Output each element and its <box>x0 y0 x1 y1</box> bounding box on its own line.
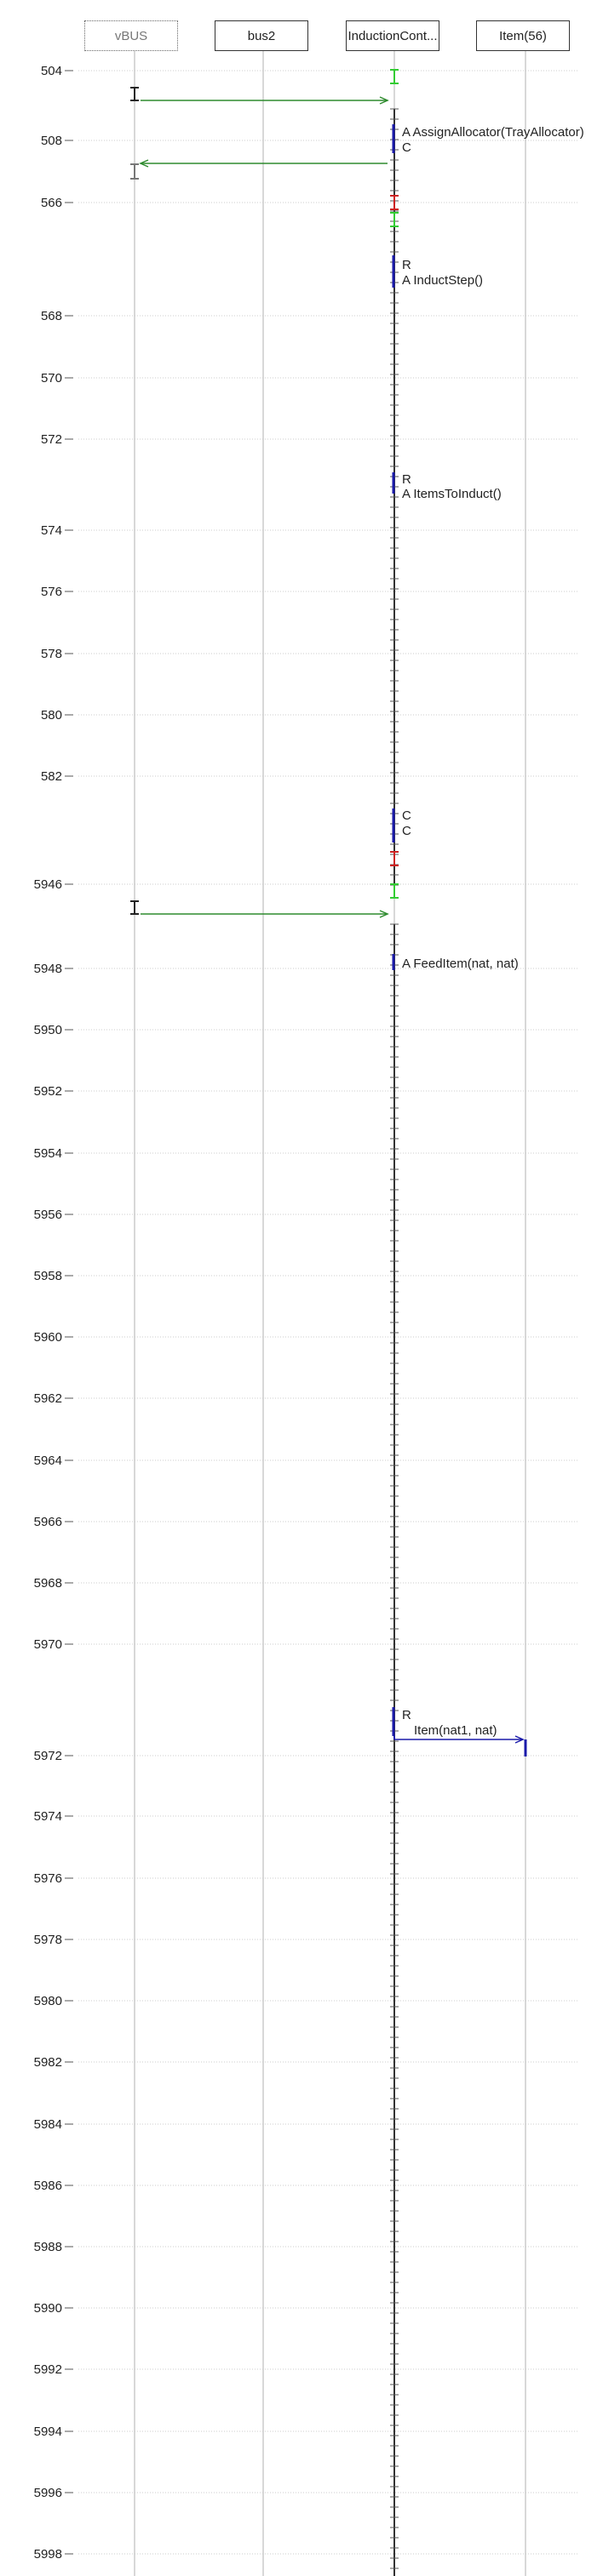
lifeline-header-bus2[interactable]: bus2 <box>215 20 308 51</box>
message-label: Item(nat1, nat) <box>414 1723 497 1738</box>
time-tick-label: 5974 <box>34 1809 62 1824</box>
lifeline-header-induction-controller[interactable]: InductionCont... <box>346 20 439 51</box>
time-tick-label: 5952 <box>34 1084 62 1099</box>
time-tick-label: 5946 <box>34 877 62 892</box>
time-tick-label: 5986 <box>34 2179 62 2193</box>
time-tick-label: 582 <box>41 769 62 784</box>
lifeline-header-item-56[interactable]: Item(56) <box>476 20 570 51</box>
time-tick-label: 5976 <box>34 1871 62 1886</box>
time-tick-label: 5998 <box>34 2547 62 2562</box>
time-tick-label: 5958 <box>34 1269 62 1283</box>
message-label: C <box>402 808 411 823</box>
time-tick-label: 5954 <box>34 1146 62 1161</box>
message-label: A InductStep() <box>402 273 483 288</box>
time-tick-label: 5980 <box>34 1994 62 2008</box>
time-tick-label: 5990 <box>34 2301 62 2316</box>
message-label: C <box>402 824 411 838</box>
message-arrow-head <box>379 910 389 918</box>
message-label: R <box>402 472 411 487</box>
time-tick-label: 5960 <box>34 1330 62 1345</box>
time-tick-label: 5972 <box>34 1749 62 1763</box>
time-tick-label: 5948 <box>34 962 62 976</box>
time-tick-label: 5984 <box>34 2117 62 2132</box>
time-tick-label: 504 <box>41 64 62 78</box>
time-tick-label: 5996 <box>34 2486 62 2500</box>
time-tick-label: 576 <box>41 585 62 599</box>
time-tick-label: 5966 <box>34 1515 62 1529</box>
time-tick-label: 5956 <box>34 1208 62 1222</box>
message-label: C <box>402 140 411 155</box>
time-tick-label: 5988 <box>34 2240 62 2254</box>
lifeline-header-vbus[interactable]: vBUS <box>84 20 178 51</box>
time-tick-label: 508 <box>41 134 62 148</box>
time-tick-label: 580 <box>41 708 62 723</box>
time-tick-label: 5970 <box>34 1637 62 1652</box>
time-tick-label: 5962 <box>34 1391 62 1406</box>
time-tick-label: 5968 <box>34 1576 62 1591</box>
time-tick-label: 5994 <box>34 2425 62 2439</box>
message-arrow-head <box>379 96 389 105</box>
time-tick-label: 5992 <box>34 2362 62 2377</box>
time-tick-label: 5964 <box>34 1454 62 1468</box>
create-arrow-head <box>514 1735 525 1744</box>
time-tick-label: 572 <box>41 432 62 447</box>
message-label: R <box>402 258 411 272</box>
time-tick-label: 574 <box>41 523 62 538</box>
time-tick-label: 5978 <box>34 1933 62 1947</box>
time-tick-label: 5982 <box>34 2055 62 2070</box>
time-tick-label: 566 <box>41 196 62 210</box>
time-tick-label: 5950 <box>34 1023 62 1037</box>
time-tick-label: 578 <box>41 647 62 661</box>
message-label: R <box>402 1708 411 1722</box>
message-label: A FeedItem(nat, nat) <box>402 957 519 971</box>
message-label: A AssignAllocator(TrayAllocator) <box>402 125 584 140</box>
time-tick-label: 568 <box>41 309 62 323</box>
time-tick-label: 570 <box>41 371 62 386</box>
return-arrow-head <box>139 159 149 168</box>
message-label: A ItemsToInduct() <box>402 487 502 501</box>
